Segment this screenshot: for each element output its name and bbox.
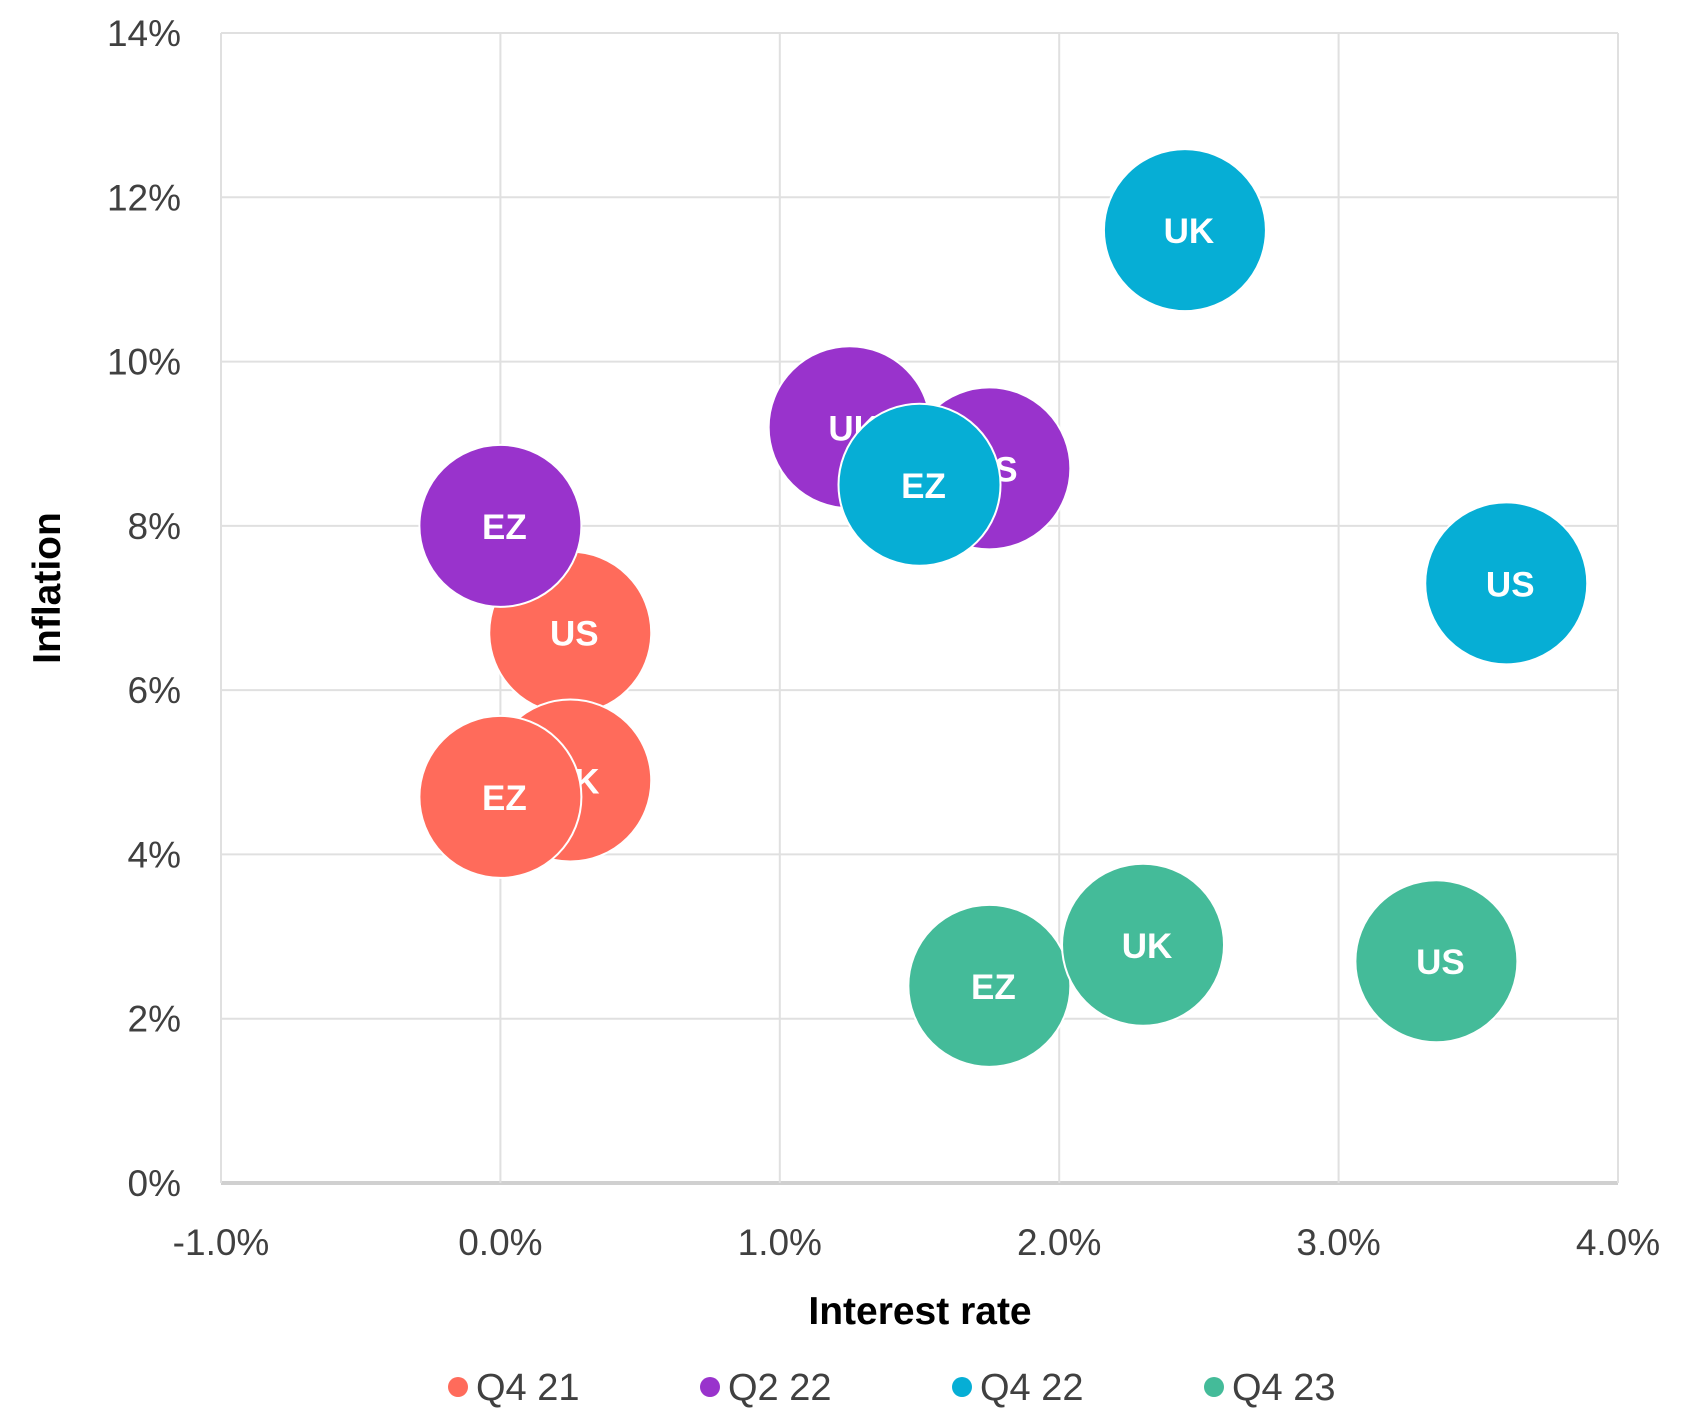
y-tick-label: 14% <box>107 13 181 54</box>
legend-marker <box>952 1377 972 1397</box>
bubble-label: EZ <box>482 779 527 818</box>
x-tick-label: 4.0% <box>1576 1222 1660 1263</box>
bubbles: USUKEZEZUKUSUKEZUSEZUKUS <box>418 148 1589 1068</box>
legend-label: Q2 22 <box>728 1367 832 1409</box>
y-tick-label: 10% <box>107 342 181 383</box>
legend-marker <box>448 1377 468 1397</box>
bubble-q4-23-ez <box>907 903 1072 1068</box>
y-tick-label: 6% <box>128 670 181 711</box>
legend: Q4 21 Q2 22 Q4 22 Q4 23 <box>448 1367 1336 1409</box>
bubble-q2-22-ez <box>418 443 583 608</box>
y-tick-label: 0% <box>128 1163 181 1204</box>
y-tick-labels: 0% 2% 4% 6% 8% 10% 12% 14% <box>107 13 181 1204</box>
bubble-label: EZ <box>901 467 946 506</box>
legend-marker <box>1204 1377 1224 1397</box>
bubble-label: UK <box>1164 212 1215 251</box>
bubble-q4-23-us <box>1354 879 1519 1044</box>
bubble-q4-22-us <box>1424 501 1589 666</box>
bubble-q4-22-uk <box>1102 148 1267 313</box>
x-tick-label: 3.0% <box>1296 1222 1380 1263</box>
legend-label: Q4 23 <box>1232 1367 1336 1409</box>
y-tick-label: 12% <box>107 177 181 218</box>
y-tick-label: 8% <box>128 506 181 547</box>
bubble-label: EZ <box>971 968 1016 1007</box>
x-tick-labels: -1.0% 0.0% 1.0% 2.0% 3.0% 4.0% <box>173 1222 1661 1263</box>
bubble-q4-22-ez <box>837 402 1002 567</box>
y-axis-title: Inflation <box>26 512 69 664</box>
bubble-label: US <box>550 615 599 654</box>
bubble-q4-23-uk <box>1061 862 1226 1027</box>
x-tick-label: 1.0% <box>738 1222 822 1263</box>
x-tick-label: 0.0% <box>458 1222 542 1263</box>
bubble-label: EZ <box>482 508 527 547</box>
bubble-q4-21-ez <box>418 714 583 879</box>
bubble-label: US <box>1486 565 1535 604</box>
legend-label: Q4 21 <box>476 1367 580 1409</box>
legend-label: Q4 22 <box>980 1367 1084 1409</box>
legend-marker <box>700 1377 720 1397</box>
bubble-label: US <box>1416 943 1465 982</box>
x-tick-label: -1.0% <box>173 1222 270 1263</box>
y-tick-label: 2% <box>128 999 181 1040</box>
y-tick-label: 4% <box>128 834 181 875</box>
x-axis-title: Interest rate <box>808 1290 1031 1333</box>
bubble-label: UK <box>1122 927 1173 966</box>
x-tick-label: 2.0% <box>1017 1222 1101 1263</box>
